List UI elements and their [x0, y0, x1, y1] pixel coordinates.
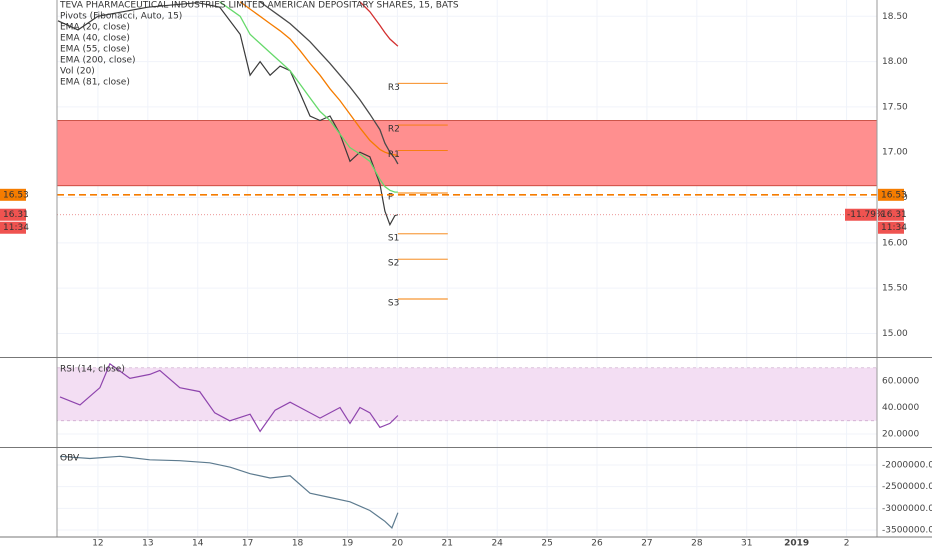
pivot-label: R2	[388, 125, 400, 135]
rsi-band	[56, 367, 878, 422]
countdown-label: 11:34	[3, 223, 29, 233]
countdown-tag	[878, 221, 904, 234]
x-tick-label: 21	[442, 539, 453, 549]
series-line	[359, 1, 399, 47]
y-tick-label: 15.50	[882, 284, 908, 294]
series-line	[59, 455, 399, 529]
change-tag	[845, 208, 877, 221]
price-tag	[0, 208, 26, 221]
x-tick-label: 12	[92, 539, 103, 549]
y-tick-label: -3000000.0000	[882, 504, 932, 514]
y-tick-label: 15.00	[882, 329, 908, 339]
x-tick-label: 24	[491, 539, 503, 549]
y-tick-label: 18.50	[882, 12, 908, 22]
legend-entry: EMA (20, close)	[60, 23, 130, 33]
y-tick-label: 17.00	[882, 148, 908, 158]
series-line	[239, 1, 399, 157]
x-tick-label: 19	[342, 539, 354, 549]
series-line	[57, 2, 399, 227]
y-tick-label: 20.0000	[882, 430, 919, 440]
y-tick-label: 60.0000	[882, 377, 919, 387]
pivot-label: R3	[388, 83, 400, 93]
pivot-label: S3	[388, 299, 399, 309]
series-line	[259, 1, 399, 165]
legend-entry: Pivots (Fibonacci, Auto, 15)	[60, 12, 182, 22]
price-label: 16.31	[3, 210, 29, 220]
y-tick-label: -2500000.0000	[882, 482, 932, 492]
last-close-tag	[878, 188, 904, 201]
pivot-label: P	[388, 192, 394, 202]
resistance-zone	[56, 120, 878, 187]
series-line	[219, 1, 398, 193]
legend-entry: EMA (55, close)	[60, 45, 130, 55]
legend-entry: Vol (20)	[60, 67, 95, 77]
x-tick-label: 26	[591, 539, 603, 549]
x-tick-label: 14	[192, 539, 204, 549]
y-tick-label: -2000000.0000	[882, 460, 932, 470]
legend-entry: EMA (40, close)	[60, 34, 130, 44]
y-tick-label: -3500000.0000	[882, 526, 932, 536]
pivot-label: S1	[388, 233, 399, 243]
x-tick-label: 25	[541, 539, 552, 549]
last-close-label: 16.53	[3, 190, 29, 200]
countdown-label: 11:34	[881, 223, 907, 233]
x-tick-label: 28	[691, 539, 703, 549]
y-tick-label: 18.00	[882, 57, 908, 67]
legend-entry: EMA (81, close)	[60, 78, 130, 88]
countdown-tag	[0, 221, 26, 234]
x-tick-label: 31	[741, 539, 752, 549]
x-tick-label: 13	[142, 539, 153, 549]
panel-title: RSI (14, close)	[60, 365, 125, 375]
last-close-tag	[0, 188, 26, 201]
pivot-label: S2	[388, 259, 399, 269]
y-tick-label: 17.50	[882, 102, 908, 112]
series-line	[59, 362, 399, 433]
x-tick-label: 20	[392, 539, 404, 549]
price-label: 16.31	[881, 210, 907, 220]
price-tag	[878, 208, 904, 221]
chart-title: TEVA PHARMACEUTICAL INDUSTRIES LIMITED A…	[59, 1, 459, 11]
y-tick-label: 16.00	[882, 238, 908, 248]
x-tick-label: 2	[844, 539, 850, 549]
panel-title: OBV	[60, 454, 80, 464]
x-tick-label: 27	[641, 539, 652, 549]
last-close-label: 16.53	[881, 190, 907, 200]
change-label: -11.79%	[847, 210, 885, 220]
x-tick-label: 18	[292, 539, 304, 549]
legend-entry: EMA (200, close)	[60, 56, 136, 66]
x-tick-label: 2019	[784, 539, 809, 549]
y-tick-label: 40.0000	[882, 403, 919, 413]
pivot-label: R1	[388, 150, 400, 160]
x-tick-label: 17	[242, 539, 253, 549]
